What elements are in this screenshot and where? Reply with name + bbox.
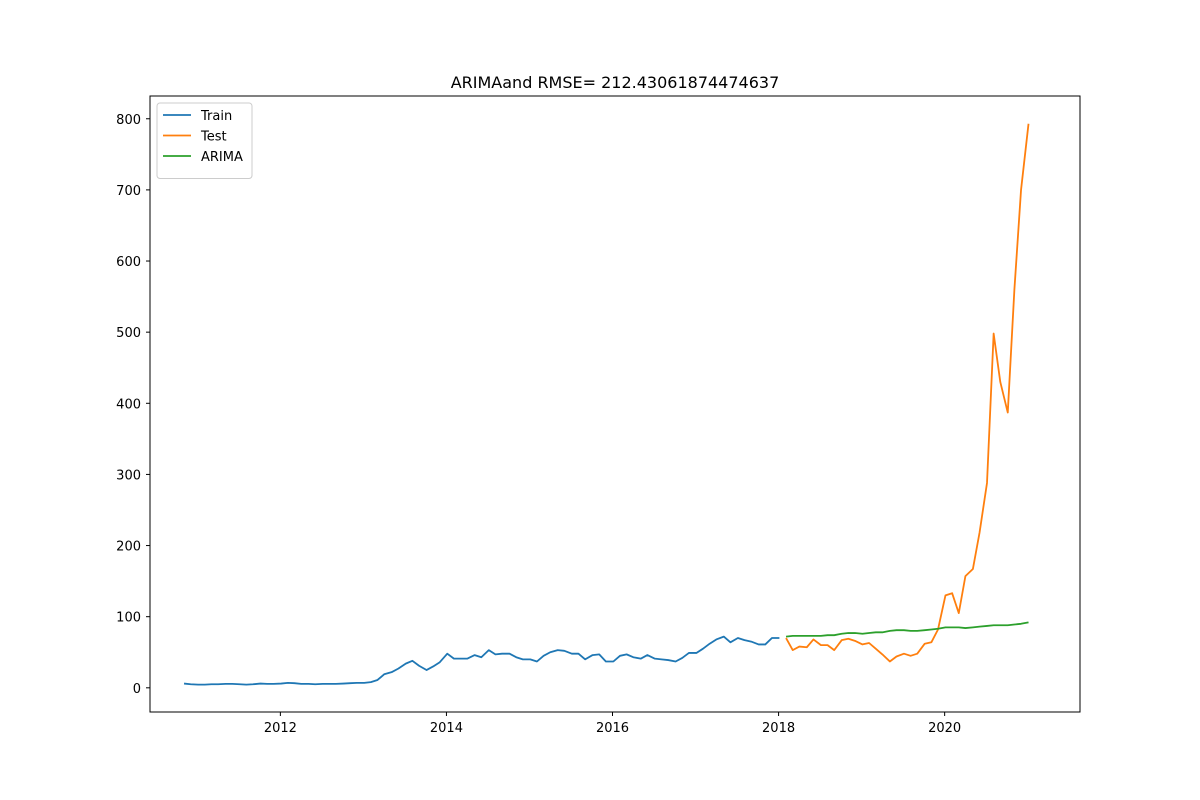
y-tick-label: 200 (116, 540, 141, 555)
x-tick-label: 2012 (264, 721, 297, 736)
y-tick-label: 700 (116, 184, 141, 199)
x-tick-label: 2018 (762, 721, 795, 736)
x-tick-label: 2016 (596, 721, 629, 736)
y-tick-label: 300 (116, 468, 141, 483)
series-line-test (785, 123, 1030, 663)
legend-label-train: Train (200, 109, 232, 124)
y-axis: 0 100 200 300 400 500 600 700 800 (116, 113, 150, 697)
x-tick-label: 2014 (430, 721, 463, 736)
x-tick-label: 2020 (928, 721, 961, 736)
y-tick-label: 100 (116, 611, 141, 626)
chart-title: ARIMAand RMSE= 212.43061874474637 (451, 73, 780, 92)
y-tick-label: 800 (116, 113, 141, 128)
series-line-arima (785, 621, 1029, 638)
legend-label-arima: ARIMA (201, 150, 243, 165)
legend-label-test: Test (200, 130, 227, 145)
x-axis: 2012 2014 2016 2018 2020 (264, 712, 961, 736)
series-line-train (183, 635, 780, 686)
legend: Train Test ARIMA (156, 102, 253, 179)
y-tick-label: 0 (133, 682, 141, 697)
y-tick-label: 500 (116, 326, 141, 341)
plot-frame (149, 95, 1081, 713)
y-tick-label: 400 (116, 397, 141, 412)
legend-box (156, 102, 253, 179)
series-layer (183, 123, 1030, 686)
y-tick-label: 600 (116, 255, 141, 270)
